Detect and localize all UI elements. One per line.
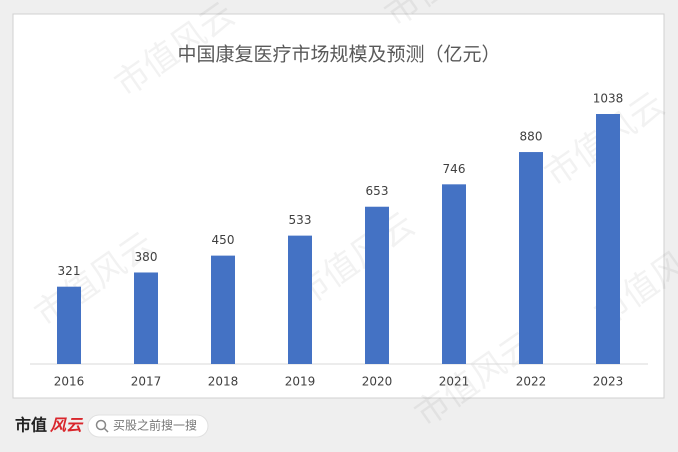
- value-label: 450: [212, 233, 235, 247]
- bar: [365, 206, 389, 364]
- value-label: 533: [289, 213, 312, 227]
- bar: [134, 272, 158, 364]
- value-label: 321: [58, 264, 81, 278]
- search-placeholder: 买股之前搜一搜: [113, 418, 197, 433]
- value-label: 1038: [593, 92, 624, 106]
- bar: [596, 114, 620, 364]
- search-icon-handle: [103, 427, 109, 433]
- logo-accent: 风云: [50, 416, 84, 435]
- bar: [519, 152, 543, 364]
- value-label: 746: [443, 162, 466, 176]
- value-label: 880: [520, 130, 543, 144]
- x-tick-label: 2019: [285, 375, 316, 389]
- logo-main: 市值: [15, 416, 47, 435]
- bar: [442, 184, 466, 364]
- x-tick-label: 2016: [54, 375, 85, 389]
- search-box[interactable]: [87, 414, 209, 438]
- x-tick-label: 2023: [593, 375, 624, 389]
- bar: [288, 235, 312, 364]
- value-label: 380: [135, 250, 158, 264]
- chart-title: 中国康复医疗市场规模及预测（亿元）: [177, 44, 500, 66]
- x-tick-label: 2022: [516, 375, 547, 389]
- x-tick-label: 2021: [439, 375, 470, 389]
- search-icon: [95, 419, 107, 431]
- x-tick-label: 2020: [362, 375, 393, 389]
- value-label: 653: [366, 184, 389, 198]
- x-tick-label: 2018: [208, 375, 239, 389]
- bar: [57, 286, 81, 364]
- bar: [211, 255, 235, 364]
- x-tick-label: 2017: [131, 375, 162, 389]
- chart-card: [12, 13, 665, 399]
